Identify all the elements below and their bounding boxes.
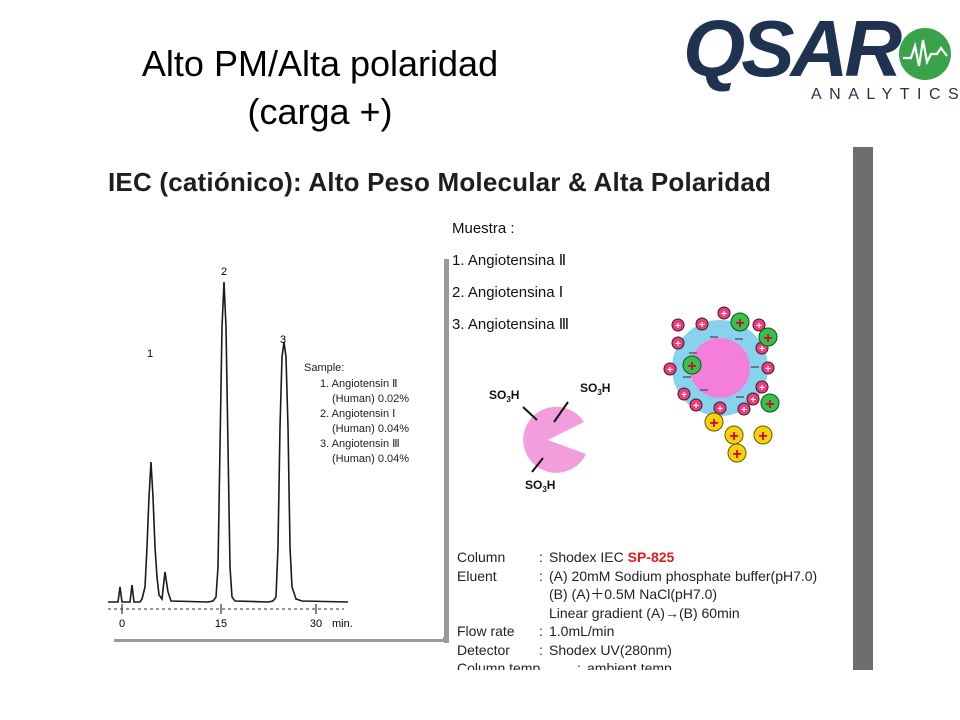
logo-ball-icon: [899, 28, 951, 80]
sample-legend-line-6: (Human) 0.04%: [332, 453, 409, 465]
peak-label-1: 1: [147, 348, 153, 360]
sample-legend-line-1: 1. Angiotensin Ⅱ: [320, 378, 398, 390]
cation-yellow: [704, 412, 773, 463]
svg-text:+: +: [693, 401, 699, 412]
svg-text:+: +: [750, 395, 756, 406]
sample-list-item: 2. Angiotensina Ⅰ: [452, 284, 564, 301]
column-model: SP-825: [627, 549, 675, 565]
svg-text:+: +: [709, 415, 718, 432]
svg-text:SO3H: SO3H: [489, 388, 519, 404]
svg-text:+: +: [717, 404, 723, 415]
chromatogram-shadow-right: [444, 259, 449, 643]
ion-exchange-diagram: +++ +++ +++ ++ + ++ ++++ ++ ++: [663, 306, 780, 463]
sample-legend-title: Sample:: [304, 362, 344, 374]
conditions-table: Column: Shodex IEC SP-825 Eluent: (A) 20…: [457, 548, 817, 670]
cond-key: Column: [457, 549, 506, 565]
svg-text:SO3H: SO3H: [525, 478, 555, 494]
cond-value: ambient temp.: [587, 660, 676, 670]
svg-text:+: +: [756, 321, 762, 332]
chromatogram-shadow-bottom: [114, 637, 449, 642]
cond-value: Shodex UV(280nm): [549, 641, 672, 658]
logo-wordmark: QSAR: [683, 4, 902, 93]
sample-legend-line-5: 3. Angiotensin Ⅲ: [320, 438, 400, 450]
cond-row-eluent: Eluent: (A) 20mM Sodium phosphate buffer…: [457, 567, 818, 584]
company-logo: QSAR ANALYTICS: [683, 4, 959, 110]
axis-tick-15: 15: [215, 618, 227, 630]
cond-row-eluent-b: (B) (A)＋0.5M NaCl(pH7.0): [457, 585, 817, 604]
axis-tick-0: 0: [119, 618, 125, 630]
cond-key: Flow rate: [457, 623, 515, 639]
svg-text:+: +: [758, 428, 767, 445]
svg-text:+: +: [763, 330, 772, 347]
cond-row-flow: Flow rate: 1.0mL/min: [457, 623, 615, 639]
svg-text:+: +: [667, 365, 673, 376]
svg-text:+: +: [759, 383, 765, 394]
sample-list-title: Muestra :: [452, 220, 515, 237]
resin-bead: [523, 406, 586, 473]
cond-key: Detector: [457, 641, 510, 658]
cond-key: Eluent: [457, 567, 497, 584]
axis-tick-30: 30: [310, 618, 322, 630]
cond-value: (B) (A)＋0.5M NaCl(pH7.0): [549, 586, 718, 602]
cond-value: Shodex IEC SP-825: [549, 549, 675, 565]
peak-label-3: 3: [280, 334, 286, 346]
svg-text:+: +: [729, 428, 738, 445]
cond-row-column: Column: Shodex IEC SP-825: [457, 549, 675, 565]
svg-text:+: +: [741, 405, 747, 416]
embedded-slide: IEC (catiónico): Alto Peso Molecular & A…: [108, 147, 853, 670]
sample-legend-line-2: (Human) 0.02%: [332, 393, 409, 405]
peak-label-2: 2: [221, 266, 227, 278]
title-line-1: Alto PM/Alta polaridad: [141, 43, 499, 84]
slide-title: Alto PM/Alta polaridad (carga +): [90, 40, 550, 136]
cond-row-detector: Detector: Shodex UV(280nm): [457, 641, 672, 658]
cond-value: 1.0mL/min: [549, 623, 615, 639]
svg-text:+: +: [732, 446, 741, 463]
cond-row-temp: Column temp.: ambient temp.: [457, 659, 817, 670]
cation-green: [682, 312, 780, 413]
svg-text:+: +: [765, 396, 774, 413]
cond-key: Column temp.: [457, 660, 545, 670]
svg-text:SO3H: SO3H: [580, 381, 610, 397]
cond-value: (A) 20mM Sodium phosphate buffer(pH7.0): [549, 567, 818, 584]
svg-text:+: +: [699, 320, 705, 331]
svg-text:+: +: [721, 309, 727, 320]
sample-list: Muestra : 1. Angiotensina Ⅱ 2. Angiotens…: [452, 219, 569, 347]
svg-text:+: +: [681, 390, 687, 401]
svg-text:+: +: [687, 358, 696, 375]
sample-legend-line-3: 2. Angiotensin Ⅰ: [320, 408, 395, 420]
svg-text:+: +: [675, 339, 681, 350]
chromatogram: 1 2 3 Sample: 1. Angiotensin Ⅱ (Human) 0…: [108, 247, 443, 639]
sulfonated-resin-diagram: SO3H SO3H SO3H: [489, 381, 610, 494]
sample-list-item: 3. Angiotensina Ⅲ: [452, 316, 570, 333]
chromatogram-trace: [108, 281, 349, 603]
svg-text:+: +: [765, 364, 771, 375]
cond-value: Linear gradient (A)→(B) 60min: [549, 604, 740, 621]
svg-text:+: +: [735, 315, 744, 332]
cond-row-gradient: Linear gradient (A)→(B) 60min: [457, 604, 817, 623]
svg-text:+: +: [675, 321, 681, 332]
slide-heading: IEC (catiónico): Alto Peso Molecular & A…: [108, 167, 772, 197]
logo-subtitle: ANALYTICS: [811, 86, 960, 103]
axis-unit: min.: [332, 618, 353, 630]
sample-list-item: 1. Angiotensina Ⅱ: [452, 252, 567, 269]
sample-legend-line-4: (Human) 0.04%: [332, 423, 409, 435]
sample-legend: Sample: 1. Angiotensin Ⅱ (Human) 0.02% 2…: [304, 362, 409, 465]
slide-shadow-edge: [853, 147, 873, 670]
svg-text:+: +: [759, 344, 765, 355]
title-line-2: (carga +): [247, 91, 393, 132]
